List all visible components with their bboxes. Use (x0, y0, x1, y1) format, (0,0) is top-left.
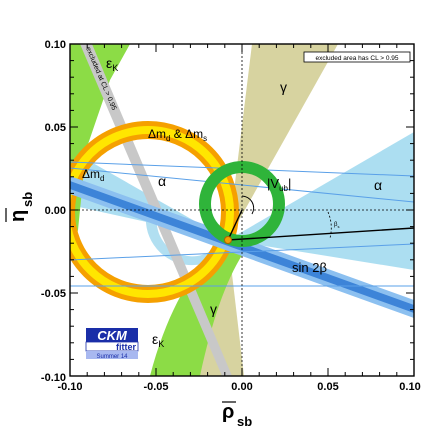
axis-ticks (69, 43, 415, 377)
y-tick-label: 0.10 (45, 39, 66, 51)
y-axis-subscript: sb (20, 192, 35, 207)
logo-fitter-text: fitter (116, 342, 136, 352)
cl-legend-box: excluded area has CL > 0.95 (303, 51, 411, 63)
y-tick-labels: -0.10 -0.05 0.00 0.05 0.10 (41, 39, 66, 384)
cl-legend-text: excluded area has CL > 0.95 (315, 55, 398, 62)
alpha-left-label: α (158, 173, 166, 189)
constraint-regions (70, 44, 414, 376)
y-tick-label: 0.00 (45, 205, 66, 217)
logo-ckm-text: CKM (97, 328, 128, 343)
logo-summer-box (86, 351, 138, 359)
x-tick-label: 0.05 (317, 381, 338, 393)
dm-ring-inner (70, 126, 234, 298)
alpha-region-right (228, 132, 414, 270)
y-tick-label: -0.05 (41, 288, 66, 300)
y-tick-label: 0.05 (45, 122, 66, 134)
x-tick-label: -0.05 (143, 381, 168, 393)
y-tick-label: -0.10 (41, 372, 66, 384)
dmd-label: Δmd (82, 167, 104, 183)
vub-label: |Vub| (267, 176, 291, 193)
best-fit-point (224, 236, 232, 244)
ckmfitter-logo: CKM fitter Summer 14 (85, 328, 139, 360)
y-axis-symbol: η (7, 210, 29, 222)
x-axis-subscript: sb (237, 414, 252, 429)
epsk-top-label: εK (106, 55, 118, 73)
epsk-region-top (70, 44, 130, 260)
x-axis-symbol: ρ (222, 401, 234, 423)
gamma-bottom-label: γ (210, 301, 217, 317)
gamma-region-top (228, 44, 338, 240)
x-axis-title: ρ sb (222, 401, 252, 429)
logo-ckm-box (86, 328, 138, 342)
logo-summer-text: Summer 14 (96, 354, 128, 360)
gamma-top-label: γ (280, 79, 287, 95)
sin2beta-label: sin 2β (292, 260, 327, 275)
x-tick-label: -0.10 (57, 381, 82, 393)
x-tick-labels: -0.10 -0.05 0.00 0.05 0.10 (57, 381, 420, 393)
x-tick-label: 0.10 (399, 381, 420, 393)
x-tick-label: 0.00 (231, 381, 252, 393)
beta-s-label: βs (334, 222, 339, 229)
dm-dms-label: Δmd & Δms (148, 127, 207, 143)
triangle-angle-arc (241, 195, 255, 215)
cl-legend-frame (303, 51, 411, 63)
beta-s-arc (327, 211, 332, 239)
y-axis-title: η sb (5, 192, 35, 222)
alpha-right-label: α (374, 177, 382, 193)
epsk-bottom-label: εK (152, 331, 164, 349)
